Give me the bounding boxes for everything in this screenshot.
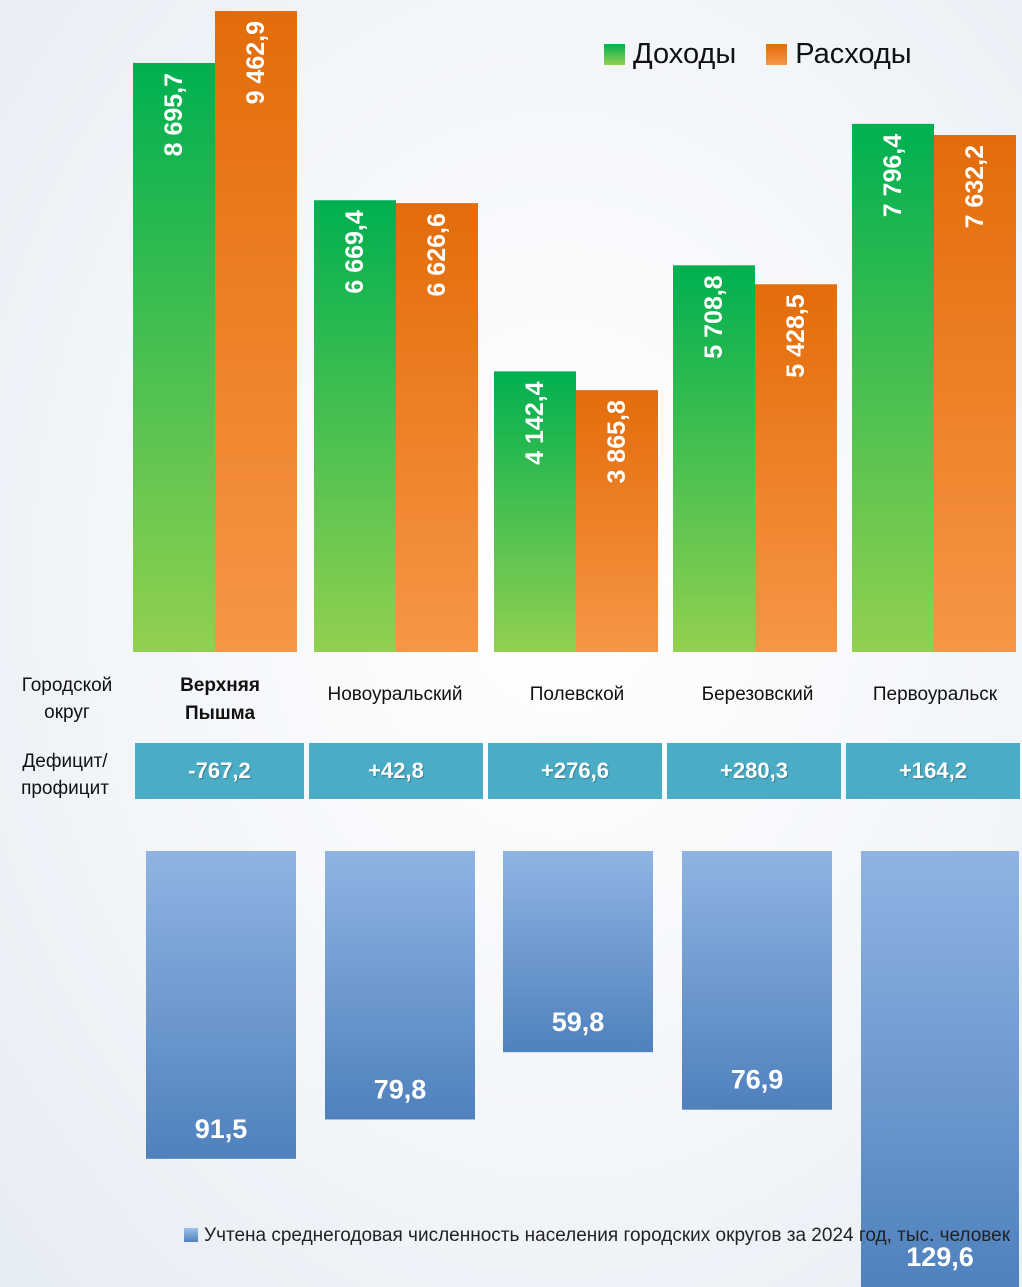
- population-bar: [861, 851, 1019, 1287]
- population-value-label: 79,8: [374, 1074, 427, 1104]
- footnote: Учтена среднегодовая численность населен…: [184, 1223, 1010, 1249]
- population-value-label: 76,9: [731, 1065, 784, 1095]
- footnote-text: Учтена среднегодовая численность населен…: [204, 1225, 1010, 1246]
- population-value-label: 91,5: [195, 1114, 248, 1144]
- population-value-label: 59,8: [552, 1007, 605, 1037]
- footnote-swatch: [184, 1228, 198, 1242]
- population-bar: [146, 851, 296, 1159]
